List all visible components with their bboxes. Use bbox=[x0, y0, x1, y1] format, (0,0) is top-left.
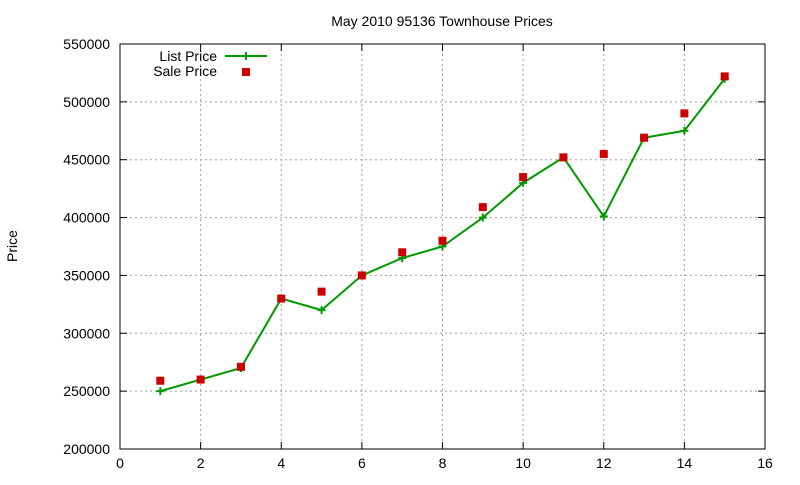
x-tick-label: 2 bbox=[197, 455, 205, 471]
x-tick-label: 4 bbox=[277, 455, 285, 471]
ticks-layer: 0 2 4 6 8 10 12 14 16 200000 250000 300000 350000 400… bbox=[63, 36, 773, 471]
list-price-point bbox=[478, 213, 487, 222]
y-tick-label: 200000 bbox=[63, 441, 110, 457]
y-axis-label: Price bbox=[4, 230, 20, 262]
sale-price-point bbox=[277, 294, 286, 303]
sale-price-point bbox=[156, 376, 165, 385]
y-tick-label: 400000 bbox=[63, 210, 110, 226]
y-tick-label: 300000 bbox=[63, 325, 110, 341]
y-tick-label: 250000 bbox=[63, 383, 110, 399]
legend-label-sale-price: Sale Price bbox=[153, 63, 217, 79]
y-tick-label: 350000 bbox=[63, 267, 110, 283]
x-tick-label: 8 bbox=[439, 455, 447, 471]
y-tick-label: 500000 bbox=[63, 94, 110, 110]
legend-swatch-sale-price bbox=[242, 68, 250, 76]
sale-price-point bbox=[478, 203, 487, 212]
x-tick-label: 0 bbox=[116, 455, 124, 471]
chart-title: May 2010 95136 Townhouse Prices bbox=[331, 13, 553, 29]
list-price-point bbox=[317, 306, 326, 315]
sale-price-point bbox=[438, 236, 447, 245]
sale-price-point bbox=[720, 72, 729, 81]
series-layer bbox=[156, 72, 729, 396]
sale-price-point bbox=[317, 287, 326, 296]
sale-price-point bbox=[357, 271, 366, 280]
sale-price-point bbox=[519, 173, 528, 182]
sale-price-point bbox=[196, 375, 205, 384]
x-tick-label: 6 bbox=[358, 455, 366, 471]
sale-price-point bbox=[559, 153, 568, 162]
sale-price-point bbox=[236, 362, 245, 371]
y-tick-label: 550000 bbox=[63, 36, 110, 52]
sale-price-point bbox=[599, 149, 608, 158]
sale-price-point bbox=[680, 109, 689, 118]
x-tick-label: 10 bbox=[515, 455, 531, 471]
legend-label-list-price: List Price bbox=[159, 48, 217, 64]
sale-price-point bbox=[398, 248, 407, 257]
y-tick-label: 450000 bbox=[63, 152, 110, 168]
list-price-point bbox=[680, 126, 689, 135]
x-tick-label: 16 bbox=[757, 455, 773, 471]
x-tick-label: 14 bbox=[677, 455, 693, 471]
list-price-point bbox=[156, 387, 165, 396]
list-price-point bbox=[599, 212, 608, 221]
x-tick-label: 12 bbox=[596, 455, 612, 471]
sale-price-point bbox=[640, 133, 649, 142]
